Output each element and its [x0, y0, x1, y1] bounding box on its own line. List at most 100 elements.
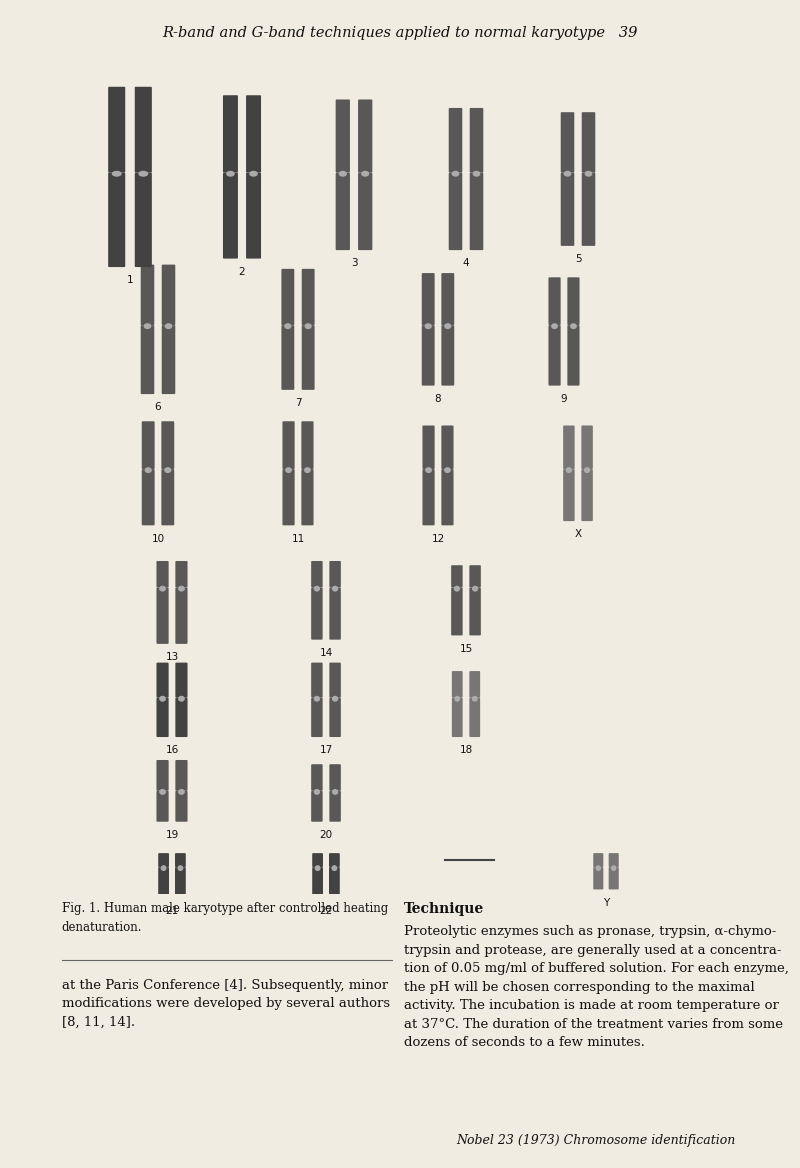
Ellipse shape: [284, 324, 291, 329]
FancyBboxPatch shape: [470, 173, 483, 250]
FancyBboxPatch shape: [246, 173, 261, 258]
Ellipse shape: [551, 324, 558, 329]
FancyBboxPatch shape: [223, 173, 238, 258]
FancyBboxPatch shape: [246, 96, 261, 173]
Text: 13: 13: [166, 652, 178, 662]
FancyBboxPatch shape: [470, 672, 480, 697]
Ellipse shape: [332, 788, 338, 795]
Text: 15: 15: [459, 644, 473, 654]
Ellipse shape: [444, 467, 451, 473]
FancyBboxPatch shape: [451, 565, 462, 588]
Text: 20: 20: [319, 830, 333, 840]
FancyBboxPatch shape: [311, 791, 322, 822]
Text: 16: 16: [166, 745, 178, 756]
FancyBboxPatch shape: [567, 325, 579, 385]
FancyBboxPatch shape: [141, 325, 154, 394]
FancyBboxPatch shape: [311, 561, 322, 588]
FancyBboxPatch shape: [162, 265, 175, 325]
Text: Fig. 1. Human male karyotype after controlled heating
denaturation.: Fig. 1. Human male karyotype after contr…: [62, 902, 388, 933]
Text: 22: 22: [319, 906, 333, 916]
FancyBboxPatch shape: [451, 588, 462, 635]
Text: 10: 10: [151, 534, 165, 543]
Text: Technique: Technique: [404, 902, 484, 916]
FancyBboxPatch shape: [594, 853, 603, 867]
FancyBboxPatch shape: [282, 269, 294, 325]
FancyBboxPatch shape: [311, 697, 322, 737]
FancyBboxPatch shape: [330, 662, 341, 697]
Ellipse shape: [138, 171, 148, 176]
Text: 11: 11: [291, 534, 305, 543]
FancyBboxPatch shape: [175, 697, 187, 737]
FancyBboxPatch shape: [330, 588, 341, 640]
Text: 19: 19: [166, 830, 178, 840]
FancyBboxPatch shape: [312, 853, 323, 867]
Text: 4: 4: [462, 258, 470, 269]
Ellipse shape: [584, 467, 590, 473]
Ellipse shape: [145, 467, 152, 473]
Text: Nobel 23 (1973) Chromosome identification: Nobel 23 (1973) Chromosome identificatio…: [457, 1134, 736, 1147]
FancyBboxPatch shape: [582, 173, 595, 246]
Ellipse shape: [161, 865, 166, 871]
Ellipse shape: [250, 171, 258, 176]
FancyBboxPatch shape: [302, 470, 314, 526]
Ellipse shape: [454, 585, 460, 592]
FancyBboxPatch shape: [162, 470, 174, 526]
Ellipse shape: [564, 171, 571, 176]
Text: Y: Y: [603, 898, 609, 908]
FancyBboxPatch shape: [329, 853, 340, 867]
Text: 9: 9: [561, 394, 567, 404]
Ellipse shape: [331, 865, 338, 871]
Ellipse shape: [425, 467, 432, 473]
Ellipse shape: [452, 171, 459, 176]
FancyBboxPatch shape: [134, 173, 152, 267]
FancyBboxPatch shape: [311, 588, 322, 640]
FancyBboxPatch shape: [470, 565, 481, 588]
Ellipse shape: [178, 788, 185, 795]
FancyBboxPatch shape: [157, 697, 169, 737]
FancyBboxPatch shape: [470, 697, 480, 737]
FancyBboxPatch shape: [336, 173, 350, 250]
FancyBboxPatch shape: [563, 470, 574, 521]
FancyBboxPatch shape: [302, 325, 314, 390]
FancyBboxPatch shape: [158, 853, 169, 867]
Ellipse shape: [314, 696, 320, 702]
FancyBboxPatch shape: [330, 764, 341, 791]
FancyBboxPatch shape: [442, 273, 454, 325]
Ellipse shape: [178, 696, 185, 702]
FancyBboxPatch shape: [442, 425, 454, 470]
Ellipse shape: [304, 467, 311, 473]
FancyBboxPatch shape: [158, 867, 169, 898]
FancyBboxPatch shape: [302, 269, 314, 325]
FancyBboxPatch shape: [175, 561, 187, 588]
FancyBboxPatch shape: [330, 697, 341, 737]
FancyBboxPatch shape: [108, 173, 126, 267]
Ellipse shape: [314, 585, 320, 592]
Ellipse shape: [566, 467, 572, 473]
Text: 7: 7: [294, 398, 302, 408]
FancyBboxPatch shape: [422, 470, 434, 526]
FancyBboxPatch shape: [157, 760, 169, 791]
FancyBboxPatch shape: [282, 470, 294, 526]
FancyBboxPatch shape: [609, 853, 618, 867]
FancyBboxPatch shape: [594, 867, 603, 890]
Ellipse shape: [472, 585, 478, 592]
FancyBboxPatch shape: [561, 173, 574, 246]
FancyBboxPatch shape: [302, 422, 314, 470]
FancyBboxPatch shape: [442, 470, 454, 526]
Ellipse shape: [165, 324, 172, 329]
Text: Proteolytic enzymes such as pronase, trypsin, α-chymo-
trypsin and protease, are: Proteolytic enzymes such as pronase, try…: [404, 925, 789, 1049]
Text: 3: 3: [350, 258, 358, 269]
Ellipse shape: [472, 696, 478, 702]
Text: 1: 1: [126, 276, 134, 285]
Ellipse shape: [611, 865, 617, 871]
FancyBboxPatch shape: [223, 96, 238, 173]
Ellipse shape: [226, 171, 234, 176]
FancyBboxPatch shape: [422, 425, 434, 470]
FancyBboxPatch shape: [157, 561, 169, 588]
FancyBboxPatch shape: [561, 112, 574, 173]
Text: 6: 6: [154, 402, 162, 412]
FancyBboxPatch shape: [157, 791, 169, 822]
Ellipse shape: [361, 171, 370, 176]
Ellipse shape: [159, 788, 166, 795]
Text: 8: 8: [434, 394, 442, 404]
